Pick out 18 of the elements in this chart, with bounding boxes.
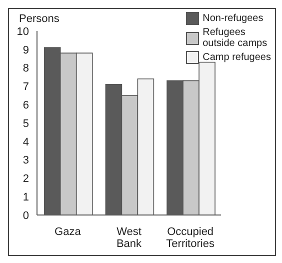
legend-label: Camp refugees (202, 52, 271, 63)
y-tick-label: 8 (22, 62, 29, 75)
y-tick-label: 1 (22, 192, 29, 204)
y-tick-label: 0 (22, 210, 29, 222)
x-tick-label: West Bank (116, 226, 142, 250)
y-tick-label: 6 (22, 100, 29, 112)
y-tick-label: 4 (22, 136, 29, 148)
y-tick-label: 9 (22, 44, 29, 56)
y-tick-label: 2 (22, 173, 29, 186)
y-tick-label: 10 (16, 26, 29, 38)
y-axis-title: Persons (19, 13, 60, 25)
x-tick-label: Gaza (54, 226, 82, 238)
y-tick-label: 3 (22, 154, 29, 167)
legend-label: Non-refugees (202, 13, 264, 24)
y-tick-label: 5 (22, 118, 29, 130)
x-tick-label: Occupied Territories (166, 226, 215, 250)
y-tick-label: 7 (22, 81, 29, 94)
legend-label: Refugees outside camps (202, 27, 268, 49)
